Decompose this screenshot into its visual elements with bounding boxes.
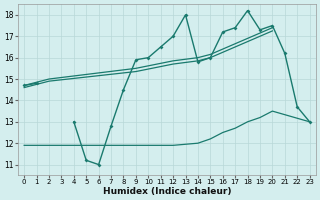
X-axis label: Humidex (Indice chaleur): Humidex (Indice chaleur) bbox=[103, 187, 231, 196]
